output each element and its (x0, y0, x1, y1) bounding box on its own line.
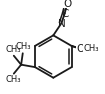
Text: CH₃: CH₃ (81, 45, 97, 54)
Text: CH₃: CH₃ (6, 75, 21, 84)
Text: O: O (78, 44, 86, 54)
Text: N: N (58, 19, 66, 29)
Text: O: O (76, 44, 85, 54)
Text: O: O (63, 0, 72, 9)
Text: C: C (61, 9, 69, 19)
Text: CH₃: CH₃ (16, 42, 31, 51)
Text: CH₃: CH₃ (83, 44, 99, 53)
Text: CH₃: CH₃ (6, 45, 21, 54)
